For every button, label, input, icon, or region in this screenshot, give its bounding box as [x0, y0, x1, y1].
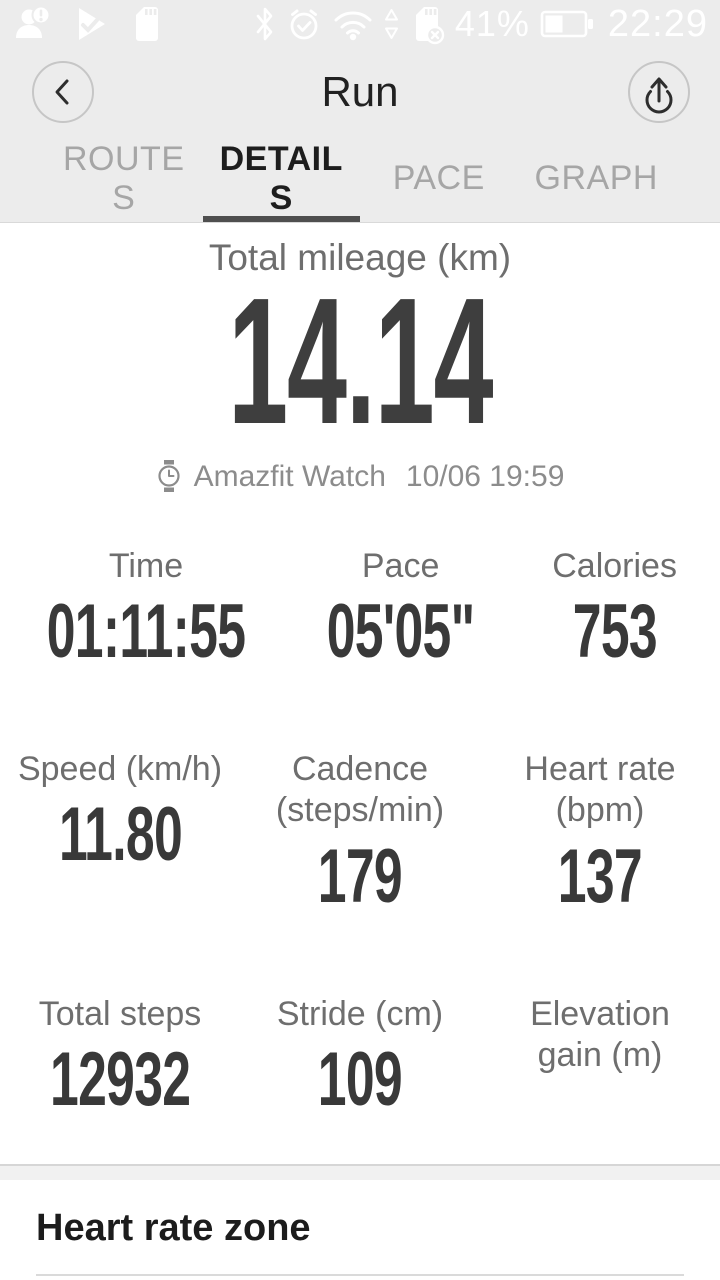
- stat-pace-label: Pace: [361, 546, 440, 585]
- stat-speed: Speed (km/h) 11.80: [0, 749, 240, 910]
- stat-pace-value: 05'05": [326, 589, 475, 675]
- play-protect-icon: [79, 8, 105, 40]
- stat-time-value: 01:11:55: [46, 589, 246, 675]
- stat-cadence-value: 179: [317, 833, 403, 919]
- share-button[interactable]: [628, 61, 690, 123]
- top-bar: 41% 22:29 Run: [0, 0, 720, 223]
- tab-graph[interactable]: GRAPH: [518, 136, 676, 222]
- contact-alert-icon: [16, 5, 51, 38]
- total-mileage-value: 14.14: [227, 260, 493, 462]
- stat-time: Time 01:11:55: [0, 546, 292, 675]
- stat-stride: Stride (cm) 109: [240, 994, 480, 1123]
- status-clock: 22:29: [607, 3, 708, 45]
- tab-pace-label: PACE: [392, 159, 485, 198]
- watch-icon: [158, 460, 180, 493]
- stat-pace: Pace 05'05": [292, 546, 509, 675]
- stat-stride-label: Stride (cm): [276, 994, 444, 1033]
- stats-grid: Time 01:11:55 Pace 05'05" Calories 753 S…: [0, 546, 720, 1123]
- activity-datetime: 10/06 19:59: [405, 459, 565, 493]
- device-name: Amazfit Watch: [193, 459, 386, 493]
- stats-row-1: Time 01:11:55 Pace 05'05" Calories 753: [0, 546, 720, 675]
- stat-cadence-label: Cadence (steps/min): [275, 750, 445, 830]
- stat-time-label: Time: [108, 546, 184, 585]
- stat-elevation-gain-label: Elevation gain (m): [530, 994, 670, 1075]
- bluetooth-icon: [256, 7, 273, 41]
- tab-details[interactable]: DETAILS: [202, 136, 361, 222]
- section-divider: [36, 1274, 684, 1277]
- wifi-icon: [334, 11, 372, 41]
- alarm-icon: [290, 9, 318, 40]
- tab-bar: ROUTES DETAILS PACE GRAPH: [0, 136, 720, 222]
- battery-percent: 41%: [454, 3, 530, 44]
- wifi-updown-icon: [384, 9, 398, 39]
- stat-heart-rate: Heart rate (bpm) 137: [480, 749, 720, 919]
- back-chevron-icon: [55, 79, 69, 105]
- heart-rate-zone-title: Heart rate zone: [36, 1207, 311, 1250]
- stat-calories: Calories 753: [509, 546, 720, 675]
- page-title: Run: [321, 68, 399, 115]
- stat-elevation-gain: Elevation gain (m): [480, 994, 720, 1113]
- status-bar: 41% 22:29: [0, 0, 720, 48]
- stat-total-steps-label: Total steps: [38, 994, 202, 1033]
- tab-pace[interactable]: PACE: [360, 136, 518, 222]
- tab-routes-label: ROUTES: [63, 139, 185, 217]
- sd-card-icon: [136, 7, 158, 41]
- sd-card-error-icon: [415, 7, 445, 45]
- stat-speed-label: Speed (km/h): [17, 750, 223, 789]
- battery-icon: [540, 10, 593, 38]
- tab-graph-label: GRAPH: [534, 159, 658, 198]
- stat-stride-value: 109: [317, 1037, 403, 1123]
- stat-speed-value: 11.80: [58, 792, 182, 878]
- section-separator: [0, 1164, 720, 1181]
- share-icon: [645, 77, 673, 114]
- stat-heart-rate-label: Heart rate (bpm): [524, 750, 676, 830]
- status-right-icons: 41% 22:29: [254, 0, 708, 48]
- stat-total-steps-value: 12932: [49, 1037, 191, 1123]
- tab-routes[interactable]: ROUTES: [45, 136, 203, 222]
- stat-total-steps: Total steps 12932: [0, 994, 240, 1123]
- tab-details-label: DETAILS: [219, 139, 343, 217]
- status-left-icons: [12, 4, 162, 44]
- stat-calories-value: 753: [572, 589, 658, 675]
- heart-rate-zone-section: Heart rate zone: [0, 1180, 720, 1277]
- total-mileage: 14.14: [0, 260, 720, 462]
- back-button[interactable]: [32, 61, 94, 123]
- stat-calories-label: Calories: [552, 546, 677, 585]
- stats-row-2: Speed (km/h) 11.80 Cadence (steps/min) 1…: [0, 749, 720, 919]
- device-row: Amazfit Watch 10/06 19:59: [0, 459, 720, 494]
- header: Run: [0, 48, 720, 136]
- stat-heart-rate-value: 137: [557, 833, 643, 919]
- total-mileage-label: Total mileage (km): [208, 237, 512, 278]
- details-content: Total mileage (km) 14.14 Amazfit Watch 1…: [0, 237, 720, 1277]
- stat-cadence: Cadence (steps/min) 179: [240, 749, 480, 919]
- stats-row-3: Total steps 12932 Stride (cm) 109 Elevat…: [0, 994, 720, 1123]
